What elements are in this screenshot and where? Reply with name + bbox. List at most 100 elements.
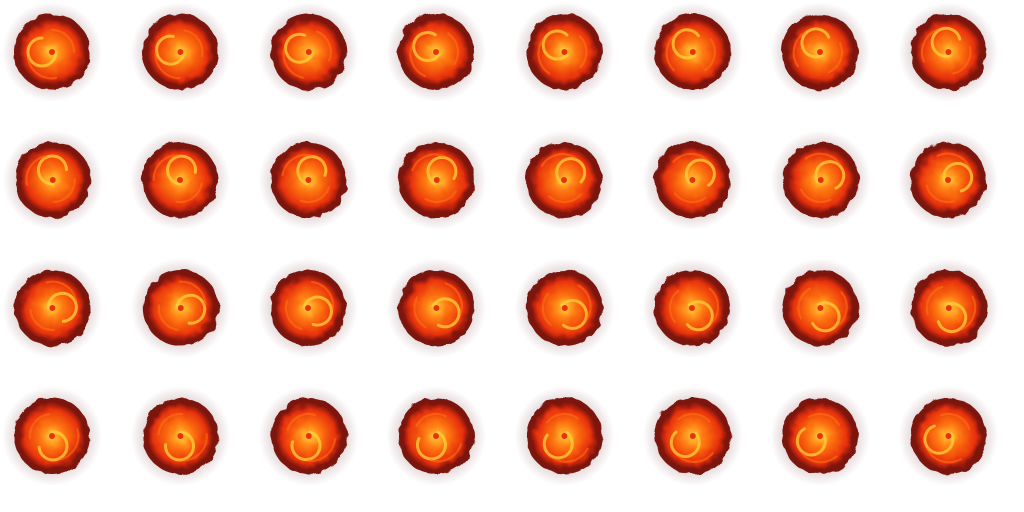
fireball-frame-icon (770, 2, 870, 102)
fireball-frame-icon (642, 258, 742, 358)
fireball-frame-icon (130, 130, 230, 230)
fireball-frame-icon (2, 2, 102, 102)
fireball-frame-icon (642, 386, 743, 486)
fireball-core (177, 49, 184, 55)
fireball-frame-icon (386, 386, 486, 486)
fireball-core (945, 305, 952, 311)
fireball-swirl (797, 287, 848, 333)
fireball-swirl (157, 280, 207, 331)
fireball-swirl (795, 412, 841, 464)
fireball-core (689, 49, 696, 55)
fireball-swirl (792, 27, 844, 74)
fireball-core (945, 177, 951, 183)
fireball-frame-icon (898, 130, 998, 230)
fireball-swirl (668, 287, 720, 332)
fireball-frame-icon (130, 386, 231, 486)
fireball-swirl (925, 285, 977, 334)
fireball-core (817, 433, 823, 439)
fireball-core (177, 433, 184, 439)
fireball-core (433, 177, 440, 183)
fireball-frame (896, 256, 1024, 384)
fireball-frame (768, 256, 896, 384)
fireball-frame-icon (770, 130, 871, 230)
fireball-frame-icon (2, 258, 103, 358)
fireball-swirl (920, 26, 972, 75)
fireball-frame-icon (514, 258, 615, 358)
fireball-core (817, 177, 824, 183)
fireball-swirl (415, 412, 463, 463)
fireball-frame-icon (770, 386, 870, 486)
fireball-frame (128, 0, 256, 128)
fireball-frame (128, 256, 256, 384)
fireball-swirl (157, 412, 208, 462)
fireball-frame (128, 128, 256, 256)
fireball-frame-icon (514, 130, 614, 230)
fireball-core (177, 305, 184, 311)
fireball-swirl (25, 154, 76, 204)
fireball-swirl (923, 412, 971, 464)
fireball-core (305, 177, 312, 183)
fireball-frame-icon (386, 2, 486, 102)
fireball-frame (512, 384, 640, 512)
fireball-frame-icon (130, 2, 231, 102)
fireball-frame (0, 384, 128, 512)
fireball-core (433, 433, 439, 439)
fireball-frame (384, 128, 512, 256)
fireball-frame (512, 0, 640, 128)
fireball-frame (384, 256, 512, 384)
fireball-frame (640, 128, 768, 256)
fireball-frame-icon (2, 130, 103, 230)
fireball-core (561, 49, 568, 55)
fireball-frame (0, 0, 128, 128)
fireball-frame (256, 256, 384, 384)
fireball-swirl (281, 153, 331, 204)
fireball-frame-icon (386, 130, 487, 230)
fireball-swirl (537, 29, 588, 75)
fireball-frame (256, 128, 384, 256)
fireball-swirl (542, 412, 589, 463)
fireball-frame-icon (514, 2, 615, 102)
fireball-core (433, 49, 439, 55)
fireball-core (817, 305, 824, 311)
fireball-core (49, 433, 55, 439)
fireball-swirl (284, 280, 335, 331)
fireball-frame-icon (130, 258, 231, 358)
fireball-frame (384, 0, 512, 128)
fireball-frame-icon (770, 258, 871, 358)
fireball-swirl (411, 153, 458, 204)
fireball-swirl (26, 28, 76, 80)
fireball-frame-icon (898, 258, 999, 358)
fireball-frame-icon (258, 386, 359, 486)
fireball-core (561, 305, 568, 311)
fireball-frame (0, 256, 128, 384)
fireball-core (305, 49, 312, 55)
fireball-swirl (152, 154, 203, 204)
fireball-frame-icon (642, 130, 743, 230)
fireball-frame (0, 128, 128, 256)
fireball-core (817, 49, 823, 55)
fireball-frame (512, 256, 640, 384)
fireball-core (177, 177, 183, 183)
fireball-frame (256, 0, 384, 128)
fireball-frame-icon (898, 2, 999, 102)
fireball-core (945, 49, 952, 55)
fireball-frame (768, 0, 896, 128)
fireball-frame (640, 0, 768, 128)
fireball-frame-icon (258, 130, 359, 230)
fireball-core (689, 177, 696, 183)
fireball-swirl (925, 152, 974, 204)
fireball-frame (896, 128, 1024, 256)
fireball-swirl (28, 413, 80, 462)
fireball-frame (640, 384, 768, 512)
fireball-frame-icon (258, 258, 358, 358)
fireball-frame-icon (386, 258, 487, 358)
fireball-swirl (286, 412, 336, 463)
fireball-frame (128, 384, 256, 512)
fireball-frame (896, 384, 1024, 512)
fireball-frame-icon (898, 386, 999, 486)
fireball-swirl (799, 152, 846, 204)
fireball-frame-icon (642, 2, 743, 102)
fireball-core (49, 305, 56, 311)
fireball-frame (768, 384, 896, 512)
